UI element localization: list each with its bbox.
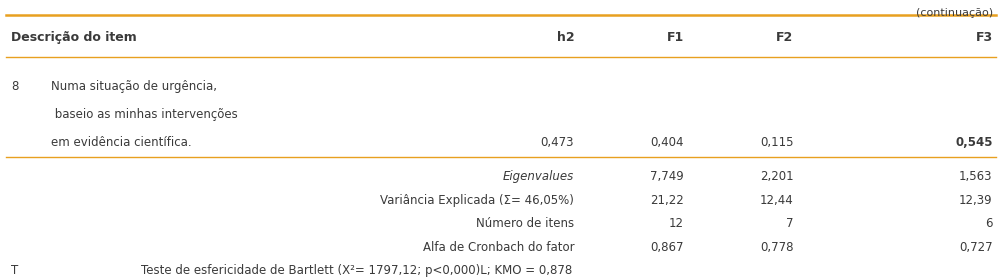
Text: 0,115: 0,115 xyxy=(760,136,793,149)
Text: 0,867: 0,867 xyxy=(650,241,683,254)
Text: 21,22: 21,22 xyxy=(650,194,683,207)
Text: baseio as minhas intervenções: baseio as minhas intervenções xyxy=(51,108,238,121)
Text: 8: 8 xyxy=(11,81,19,93)
Text: T: T xyxy=(11,264,19,277)
Text: Variância Explicada (Σ= 46,05%): Variância Explicada (Σ= 46,05%) xyxy=(381,194,574,207)
Text: 6: 6 xyxy=(985,217,993,230)
Text: F2: F2 xyxy=(776,31,793,44)
Text: 0,727: 0,727 xyxy=(959,241,993,254)
Text: 7: 7 xyxy=(786,217,793,230)
Text: 1,563: 1,563 xyxy=(959,170,993,183)
Text: 12,44: 12,44 xyxy=(759,194,793,207)
Text: 0,473: 0,473 xyxy=(540,136,574,149)
Text: Numa situação de urgência,: Numa situação de urgência, xyxy=(51,81,217,93)
Text: 7,749: 7,749 xyxy=(650,170,683,183)
Text: em evidência científica.: em evidência científica. xyxy=(51,136,192,149)
Text: h2: h2 xyxy=(556,31,574,44)
Text: Descrição do item: Descrição do item xyxy=(11,31,137,44)
Text: 0,404: 0,404 xyxy=(650,136,683,149)
Text: F3: F3 xyxy=(975,31,993,44)
Text: (continuação): (continuação) xyxy=(915,8,993,18)
Text: 2,201: 2,201 xyxy=(760,170,793,183)
Text: Eigenvalues: Eigenvalues xyxy=(502,170,574,183)
Text: F1: F1 xyxy=(666,31,683,44)
Text: 0,545: 0,545 xyxy=(955,136,993,149)
Text: 12: 12 xyxy=(668,217,683,230)
Text: Alfa de Cronbach do fator: Alfa de Cronbach do fator xyxy=(423,241,574,254)
Text: 0,778: 0,778 xyxy=(760,241,793,254)
Text: Número de itens: Número de itens xyxy=(477,217,574,230)
Text: 12,39: 12,39 xyxy=(959,194,993,207)
Text: Teste de esfericidade de Bartlett (X²= 1797,12; p<0,000)L; KMO = 0,878: Teste de esfericidade de Bartlett (X²= 1… xyxy=(141,264,572,277)
